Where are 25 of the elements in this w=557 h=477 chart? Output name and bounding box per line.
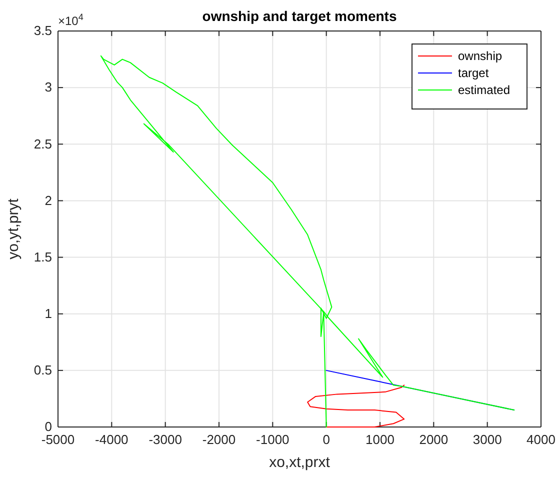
x-tick-label: 0 <box>322 432 330 448</box>
y-tick-label: 3 <box>44 80 52 95</box>
legend-label: ownship <box>458 49 502 63</box>
x-tick-label: 2000 <box>419 432 448 448</box>
legend-label: target <box>458 66 490 80</box>
y-tick-label: 1 <box>44 306 52 322</box>
chart-title: ownship and target moments <box>202 8 397 24</box>
x-tick-label: -3000 <box>148 432 182 448</box>
y-axis-title: yo,yt,pryt <box>5 198 22 260</box>
x-tick-label: 3000 <box>472 432 502 448</box>
x-tick-label: 4000 <box>526 432 556 448</box>
legend-label: estimated <box>458 83 510 97</box>
y-tick-label: 3.5 <box>34 23 52 38</box>
y-tick-label: 0.5 <box>34 362 52 378</box>
x-axis-title: xo,xt,prxt <box>269 454 331 471</box>
y-tick-label: 2.5 <box>34 136 52 152</box>
x-tick-label: 1000 <box>366 432 394 448</box>
text: ×10$^{4}$ <box>58 12 84 28</box>
x-tick-label: -4000 <box>95 432 128 448</box>
x-tick-label: -5000 <box>41 432 75 448</box>
y-tick-label: 0 <box>44 419 52 434</box>
y-tick-label: 1.5 <box>34 249 52 264</box>
x-tick-label: -2000 <box>202 432 236 448</box>
x-tick-label: -1000 <box>256 432 290 448</box>
y-tick-label: 2 <box>44 192 52 208</box>
